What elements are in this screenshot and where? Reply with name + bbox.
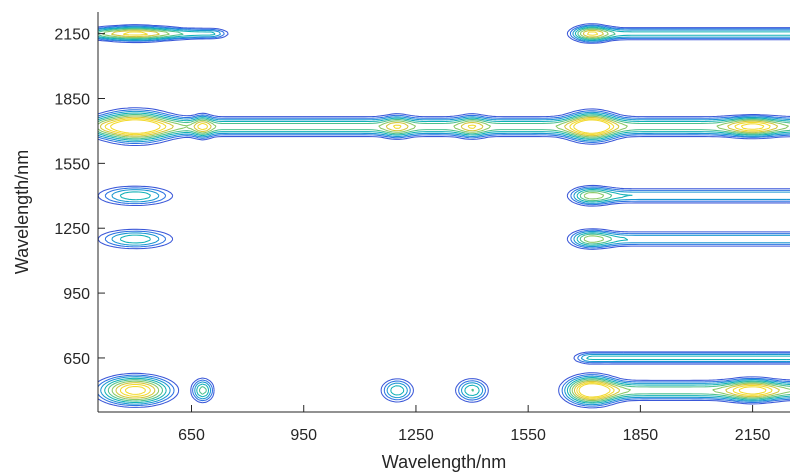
contour-level-8 — [104, 31, 773, 399]
x-tick-label-1250: 1250 — [398, 427, 434, 444]
contour-level-7 — [99, 29, 780, 400]
x-tick-label-2150: 2150 — [735, 427, 771, 444]
y-tick-label-950: 950 — [63, 286, 90, 303]
x-tick-label-1550: 1550 — [510, 427, 546, 444]
y-tick-label-1250: 1250 — [54, 221, 90, 238]
x-tick-label-650: 650 — [178, 427, 205, 444]
axes-layer — [97, 12, 790, 413]
y-tick-label-1850: 1850 — [54, 91, 90, 108]
contour-level-4 — [98, 26, 790, 404]
contour-level-3 — [98, 25, 790, 406]
x-tick-label-1850: 1850 — [623, 427, 659, 444]
contour-level-5 — [98, 27, 790, 403]
x-tick-label-950: 950 — [290, 427, 317, 444]
contours-layer — [98, 23, 790, 409]
contour-level-1 — [98, 23, 790, 409]
y-tick-label-1550: 1550 — [54, 156, 90, 173]
labels-layer: 650 950 1250 1550 1850 2150 650 950 1250 1550 1850… — [12, 27, 770, 472]
contour-level-9 — [109, 119, 767, 398]
y-tick-label-650: 650 — [63, 351, 90, 368]
x-axis-label: Wavelength/nm — [382, 452, 506, 472]
contour-level-2 — [98, 24, 790, 407]
y-axis-label: Wavelength/nm — [12, 150, 32, 274]
contour-level-6 — [98, 28, 790, 402]
y-tick-label-2150: 2150 — [54, 27, 90, 44]
